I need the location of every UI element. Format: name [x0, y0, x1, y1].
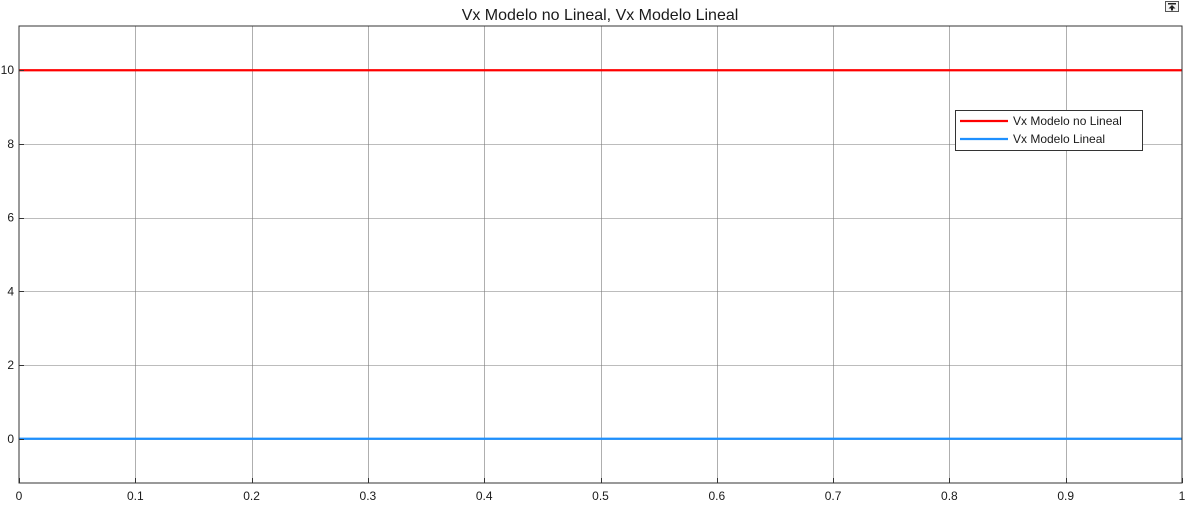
x-tick-label: 0.9	[1057, 489, 1074, 503]
plot-area	[19, 26, 1182, 483]
x-tick-label: 0.5	[592, 489, 609, 503]
restore-icon[interactable]	[1165, 1, 1179, 12]
legend-box	[955, 110, 1143, 151]
x-tick-label: 1	[1179, 489, 1186, 503]
y-tick-label: 0	[7, 432, 14, 446]
x-tick-label: 0.6	[708, 489, 725, 503]
legend[interactable]: Vx Modelo no Lineal Vx Modelo Lineal	[955, 110, 1143, 151]
legend-label: Vx Modelo Lineal	[1013, 132, 1105, 146]
x-tick-label: 0.2	[243, 489, 260, 503]
y-tick-label: 6	[7, 211, 14, 225]
chart-title: Vx Modelo no Lineal, Vx Modelo Lineal	[462, 7, 739, 24]
y-tick-label: 2	[7, 358, 14, 372]
x-axis-ticks: 0 0.1 0.2 0.3 0.4 0.5 0.6 0.7 0.8 0.9 1	[16, 478, 1186, 503]
legend-label: Vx Modelo no Lineal	[1013, 114, 1122, 128]
x-tick-label: 0.1	[127, 489, 144, 503]
x-tick-label: 0.8	[941, 489, 958, 503]
y-tick-label: 8	[7, 137, 14, 151]
x-tick-label: 0.4	[476, 489, 493, 503]
plot-border	[18, 25, 1183, 484]
y-axis-ticks: 0 2 4 6 8 10	[1, 63, 24, 446]
x-tick-label: 0	[16, 489, 23, 503]
y-tick-label: 4	[7, 284, 14, 298]
x-tick-label: 0.7	[825, 489, 842, 503]
y-tick-label: 10	[1, 63, 15, 77]
series-layer	[19, 69, 1182, 440]
x-tick-label: 0.3	[360, 489, 377, 503]
